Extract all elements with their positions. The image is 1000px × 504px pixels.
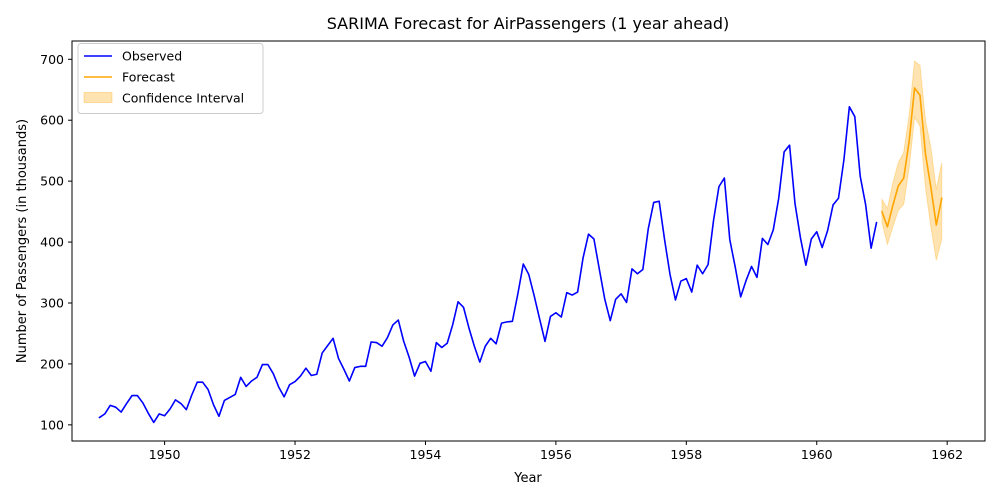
legend-label-confidence-interval: Confidence Interval	[122, 91, 244, 106]
y-tick-label: 100	[40, 417, 64, 432]
y-tick-label: 300	[40, 295, 64, 310]
x-tick-label: 1956	[540, 447, 572, 462]
y-tick-label: 200	[40, 356, 64, 371]
y-tick-label: 400	[40, 235, 64, 250]
legend-label-observed: Observed	[122, 49, 182, 64]
plot-area: 1950 1952 1954 1956 1958 1960 1962 100 200 300 40…	[40, 40, 986, 462]
chart-title: SARIMA Forecast for AirPassengers (1 yea…	[327, 14, 730, 33]
series-line-forecast	[881, 87, 943, 228]
x-axis-ticks: 1950 1952 1954 1956 1958 1960 1962	[149, 441, 963, 462]
x-tick-label: 1962	[931, 447, 963, 462]
y-axis-ticks: 100 200 300 400 500 600 700	[40, 52, 72, 432]
series-line-observed	[98, 106, 878, 424]
axes-frame	[71, 40, 986, 442]
legend-box	[77, 43, 264, 114]
series-lines-layer	[98, 87, 943, 424]
x-tick-label: 1950	[149, 447, 181, 462]
x-tick-label: 1958	[670, 447, 702, 462]
legend-label-forecast: Forecast	[122, 70, 175, 85]
y-tick-label: 700	[40, 52, 64, 67]
legend: Observed Forecast Confidence Interval	[77, 43, 264, 114]
x-tick-label: 1954	[410, 447, 442, 462]
confidence-interval-band	[881, 60, 943, 261]
y-tick-label: 500	[40, 174, 64, 189]
y-axis-title: Number of Passengers (in thousands)	[15, 119, 30, 363]
x-tick-label: 1952	[279, 447, 311, 462]
confidence-interval-layer	[881, 60, 943, 261]
x-axis-title: Year	[513, 471, 542, 486]
y-tick-label: 600	[40, 113, 64, 128]
legend-swatch-confidence-interval	[83, 92, 113, 103]
x-tick-label: 1960	[801, 447, 833, 462]
